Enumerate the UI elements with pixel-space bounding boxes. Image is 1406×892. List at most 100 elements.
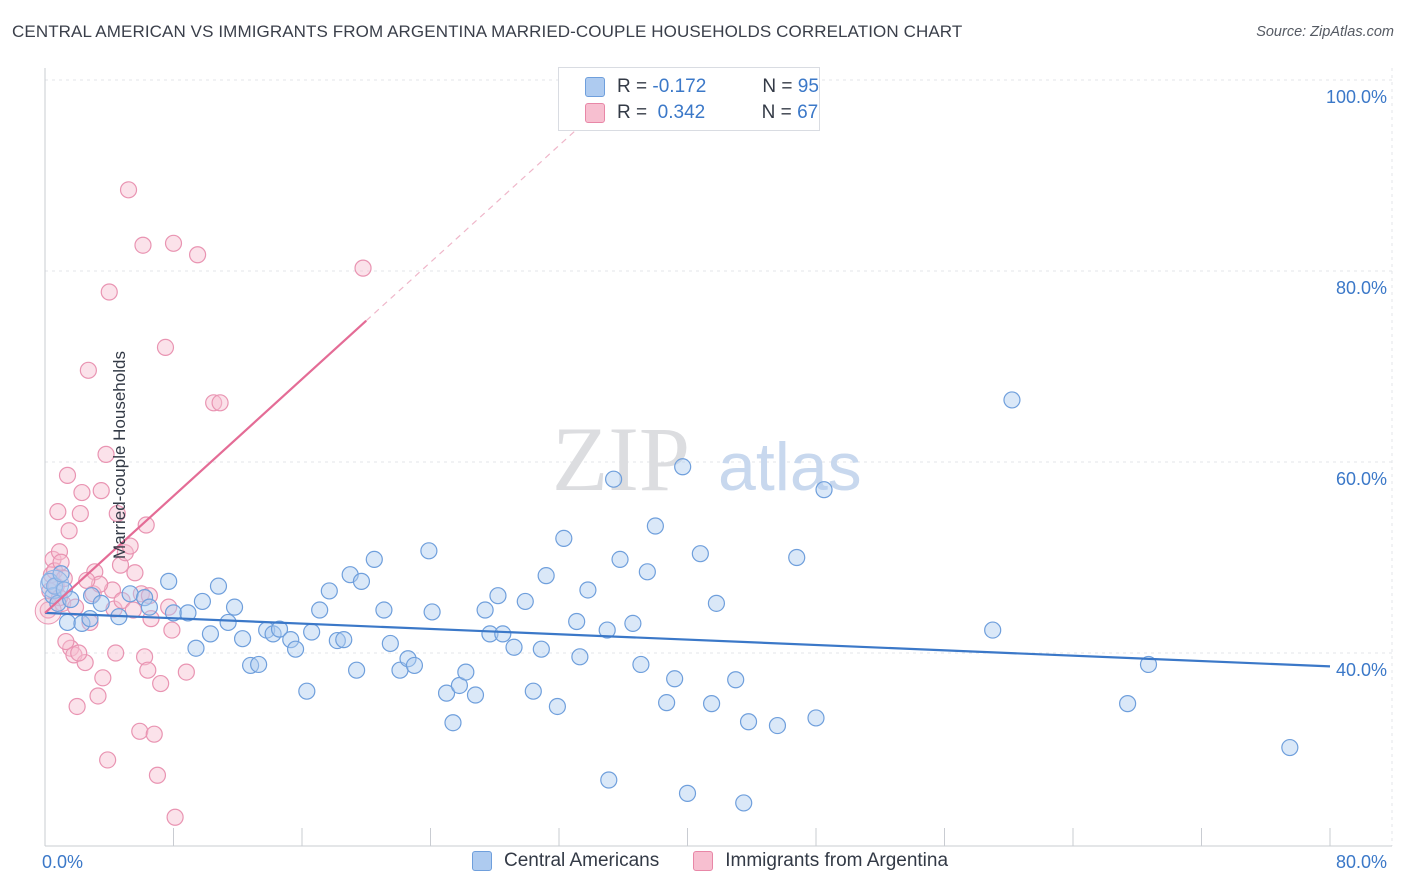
data-point-central-american (571, 648, 589, 666)
series-legend-central-americans[interactable]: Central Americans (472, 850, 659, 872)
data-point-argentina (99, 751, 117, 769)
legend-r-value-pink: 0.342 (657, 102, 706, 123)
data-point-argentina (163, 621, 181, 639)
data-point-central-american (702, 695, 721, 713)
data-point-argentina (76, 653, 94, 672)
data-point-central-american (537, 567, 555, 585)
data-point-central-american (282, 631, 300, 649)
data-point-central-american (532, 640, 550, 658)
data-point-central-american (1139, 655, 1158, 674)
data-point-central-american (666, 670, 684, 688)
data-point-central-american (250, 655, 268, 674)
data-point-argentina (68, 697, 86, 716)
data-point-argentina (131, 722, 149, 740)
legend-row-argentina: R = 0.342 N = 67 (585, 101, 818, 125)
data-point-argentina (119, 181, 138, 199)
data-point-central-american (605, 470, 623, 488)
x-tick-max: 80.0% (1336, 852, 1388, 872)
correlation-legend: R = -0.172 N = 95 R = 0.342 N = 67 (558, 67, 820, 131)
data-point-central-american (727, 671, 745, 689)
data-point-central-american (611, 550, 629, 569)
series-legend-label: Immigrants from Argentina (725, 850, 949, 871)
data-point-argentina (57, 632, 75, 651)
data-point-central-american (209, 577, 228, 595)
data-point-central-american (233, 630, 252, 648)
data-point-argentina (126, 564, 144, 582)
data-point-central-american (524, 682, 542, 700)
data-point-central-american (555, 529, 573, 548)
data-point-central-american (381, 634, 399, 653)
data-point-central-american (303, 623, 321, 641)
data-point-central-american (320, 582, 338, 600)
data-point-argentina (211, 394, 229, 412)
data-point-central-american (225, 598, 244, 616)
legend-n-value-blue: 95 (797, 76, 819, 97)
legend-r-label: R = (617, 102, 648, 123)
chart-axes (44, 68, 1392, 847)
data-point-argentina (78, 571, 96, 590)
data-point-central-american (1119, 695, 1137, 713)
series-legend-label: Central Americans (504, 850, 660, 871)
data-point-central-american (494, 625, 512, 643)
data-point-argentina (89, 687, 107, 705)
data-point-argentina (205, 394, 223, 412)
data-point-central-american (298, 682, 316, 700)
data-point-central-american (420, 542, 438, 560)
data-point-argentina (152, 674, 170, 693)
data-point-central-american (423, 603, 441, 621)
data-point-argentina (92, 482, 110, 500)
legend-r-label: R = (617, 76, 648, 97)
data-point-central-american (286, 640, 305, 658)
data-point-central-american (40, 569, 70, 599)
data-point-central-american (335, 631, 353, 649)
chart-trendlines (44, 115, 1331, 668)
data-point-argentina (71, 504, 89, 523)
data-point-central-american (193, 592, 212, 611)
data-point-central-american (548, 697, 566, 716)
data-point-central-american (815, 481, 833, 499)
data-point-central-american (201, 625, 220, 643)
data-point-central-american (739, 713, 758, 731)
data-point-argentina (107, 644, 125, 662)
trendline-argentina (44, 319, 367, 614)
data-point-central-american (399, 650, 417, 668)
data-point-central-american (678, 784, 697, 802)
data-point-argentina (94, 669, 112, 687)
data-point-central-american (457, 663, 475, 681)
data-point-central-american (375, 601, 393, 619)
data-point-central-american (81, 610, 99, 628)
data-point-central-american (444, 714, 462, 732)
data-point-central-american (365, 550, 383, 569)
data-point-argentina (60, 522, 78, 540)
y-tick-100: 100.0% (1326, 87, 1388, 107)
series-legend-argentina[interactable]: Immigrants from Argentina (693, 850, 948, 872)
watermark-zip: ZIP (552, 408, 690, 510)
data-point-central-american (187, 639, 205, 657)
data-point-central-american (476, 601, 494, 619)
data-point-central-american (437, 684, 456, 702)
data-point-argentina (97, 445, 115, 463)
data-point-central-american (646, 517, 664, 535)
data-point-central-american (311, 601, 329, 619)
data-point-central-american (598, 621, 616, 639)
data-point-central-american (1281, 738, 1299, 757)
data-point-argentina (108, 504, 126, 523)
data-point-argentina (156, 338, 175, 356)
data-point-argentina (73, 483, 91, 502)
legend-r-value-blue: -0.172 (652, 76, 707, 97)
data-point-argentina (188, 246, 207, 264)
data-point-central-american (600, 771, 618, 789)
data-point-central-american (984, 621, 1002, 639)
series-immigrants-from-argentina (34, 181, 372, 826)
data-point-central-american (481, 625, 499, 643)
series-swatch-pink (693, 851, 714, 871)
data-point-central-american (270, 620, 289, 638)
y-tick-60: 60.0% (1336, 469, 1388, 489)
series-swatch-blue (472, 851, 492, 871)
series-legend: Central Americans Immigrants from Argent… (472, 850, 982, 872)
trendline-argentina-extension (365, 115, 592, 322)
data-point-argentina (121, 537, 139, 555)
series-central-americans (40, 391, 1299, 812)
data-point-central-american (1003, 391, 1021, 409)
data-point-argentina (177, 663, 195, 681)
